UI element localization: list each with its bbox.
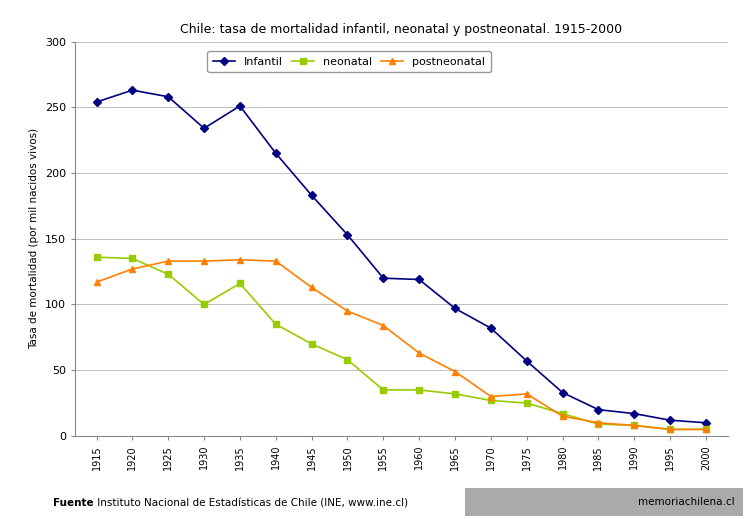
neonatal xyxy=(487,398,496,404)
Infantil xyxy=(343,231,352,238)
postneonatal xyxy=(522,391,531,397)
neonatal xyxy=(236,280,244,286)
postneonatal xyxy=(236,257,244,263)
neonatal xyxy=(307,341,316,347)
Infantil xyxy=(666,417,675,424)
Infantil xyxy=(451,305,460,311)
postneonatal xyxy=(594,420,603,426)
postneonatal xyxy=(558,413,567,419)
Infantil xyxy=(630,411,639,417)
Legend: Infantil, neonatal, postneonatal: Infantil, neonatal, postneonatal xyxy=(208,51,490,72)
neonatal xyxy=(200,302,208,308)
neonatal xyxy=(522,400,531,406)
neonatal xyxy=(415,387,424,393)
Infantil xyxy=(200,125,208,131)
Infantil xyxy=(522,358,531,364)
postneonatal xyxy=(164,258,172,264)
Infantil xyxy=(272,150,280,156)
Text: Instituto Nacional de Estadísticas de Chile (INE, www.ine.cl): Instituto Nacional de Estadísticas de Ch… xyxy=(94,498,408,508)
neonatal xyxy=(343,357,352,363)
postneonatal xyxy=(307,284,316,291)
Infantil xyxy=(379,275,388,281)
Text: memoriachilena.cl: memoriachilena.cl xyxy=(638,497,734,507)
Text: Fuente: Fuente xyxy=(53,498,93,508)
neonatal xyxy=(164,271,172,277)
neonatal xyxy=(379,387,388,393)
postneonatal xyxy=(128,266,136,272)
postneonatal xyxy=(701,426,710,432)
neonatal xyxy=(666,426,675,432)
postneonatal xyxy=(379,322,388,329)
Infantil xyxy=(164,93,172,100)
Infantil xyxy=(415,277,424,283)
Infantil xyxy=(128,87,136,93)
postneonatal xyxy=(343,308,352,314)
neonatal xyxy=(594,421,603,427)
neonatal xyxy=(630,422,639,429)
Infantil xyxy=(487,325,496,331)
Infantil xyxy=(92,99,101,105)
neonatal xyxy=(451,391,460,397)
Infantil xyxy=(307,192,316,198)
neonatal xyxy=(128,255,136,262)
neonatal xyxy=(558,411,567,417)
postneonatal xyxy=(487,393,496,400)
postneonatal xyxy=(200,258,208,264)
Y-axis label: Tasa de mortalidad (por mil nacidos vivos): Tasa de mortalidad (por mil nacidos vivo… xyxy=(29,128,39,349)
Line: neonatal: neonatal xyxy=(94,254,709,432)
postneonatal xyxy=(415,350,424,356)
Infantil xyxy=(594,406,603,413)
postneonatal xyxy=(630,422,639,429)
postneonatal xyxy=(451,368,460,375)
postneonatal xyxy=(666,426,675,432)
Infantil xyxy=(701,420,710,426)
Infantil xyxy=(558,389,567,395)
neonatal xyxy=(272,321,280,327)
neonatal xyxy=(701,426,710,432)
neonatal xyxy=(92,254,101,260)
Infantil xyxy=(236,103,244,109)
Line: Infantil: Infantil xyxy=(94,87,709,426)
postneonatal xyxy=(92,279,101,285)
Line: postneonatal: postneonatal xyxy=(93,256,710,433)
Title: Chile: tasa de mortalidad infantil, neonatal y postneonatal. 1915-2000: Chile: tasa de mortalidad infantil, neon… xyxy=(180,23,622,36)
postneonatal xyxy=(272,258,280,264)
